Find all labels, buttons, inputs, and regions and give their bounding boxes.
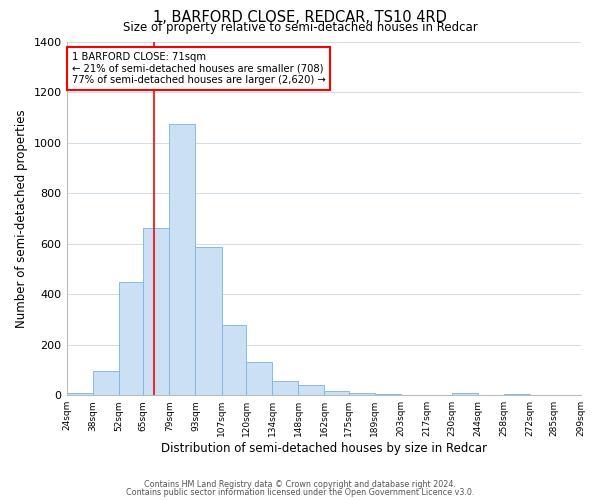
Bar xyxy=(272,382,298,395)
Bar xyxy=(169,124,196,395)
Bar xyxy=(325,390,349,395)
Text: Size of property relative to semi-detached houses in Redcar: Size of property relative to semi-detach… xyxy=(122,21,478,34)
Bar xyxy=(143,228,169,395)
Y-axis label: Number of semi-detached properties: Number of semi-detached properties xyxy=(15,109,28,328)
Bar xyxy=(246,362,272,395)
Text: 1 BARFORD CLOSE: 71sqm
← 21% of semi-detached houses are smaller (708)
77% of se: 1 BARFORD CLOSE: 71sqm ← 21% of semi-det… xyxy=(71,52,325,86)
Bar xyxy=(298,384,325,395)
Bar xyxy=(221,325,246,395)
Text: Contains HM Land Registry data © Crown copyright and database right 2024.: Contains HM Land Registry data © Crown c… xyxy=(144,480,456,489)
X-axis label: Distribution of semi-detached houses by size in Redcar: Distribution of semi-detached houses by … xyxy=(161,442,487,455)
Bar xyxy=(67,392,93,395)
Text: 1, BARFORD CLOSE, REDCAR, TS10 4RD: 1, BARFORD CLOSE, REDCAR, TS10 4RD xyxy=(153,10,447,25)
Bar xyxy=(196,248,221,395)
Bar xyxy=(375,394,401,395)
Bar xyxy=(452,394,478,395)
Text: Contains public sector information licensed under the Open Government Licence v3: Contains public sector information licen… xyxy=(126,488,474,497)
Bar xyxy=(504,394,530,395)
Bar xyxy=(93,371,119,395)
Bar xyxy=(119,282,143,395)
Bar xyxy=(349,393,375,395)
